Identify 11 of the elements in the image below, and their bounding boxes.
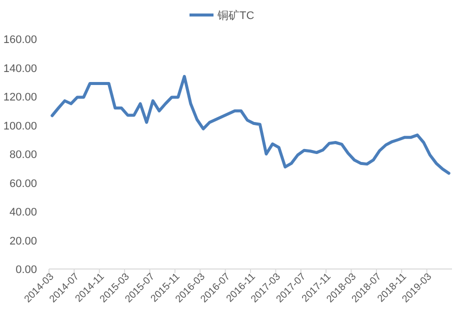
y-tick-label: 20.00 [9,235,37,248]
y-tick-label: 60.00 [9,178,37,190]
y-tick-label: 80.00 [9,149,37,161]
y-tick-label: 40.00 [9,206,37,218]
legend-label: 铜矿TC [216,9,254,22]
y-tick-label: 0.00 [16,264,37,276]
y-tick-label: 160.00 [3,34,37,46]
y-tick-label: 100.00 [3,120,37,132]
legend: 铜矿TC [190,10,254,22]
y-tick-label: 140.00 [3,62,37,75]
y-tick-label: 120.00 [3,92,37,104]
